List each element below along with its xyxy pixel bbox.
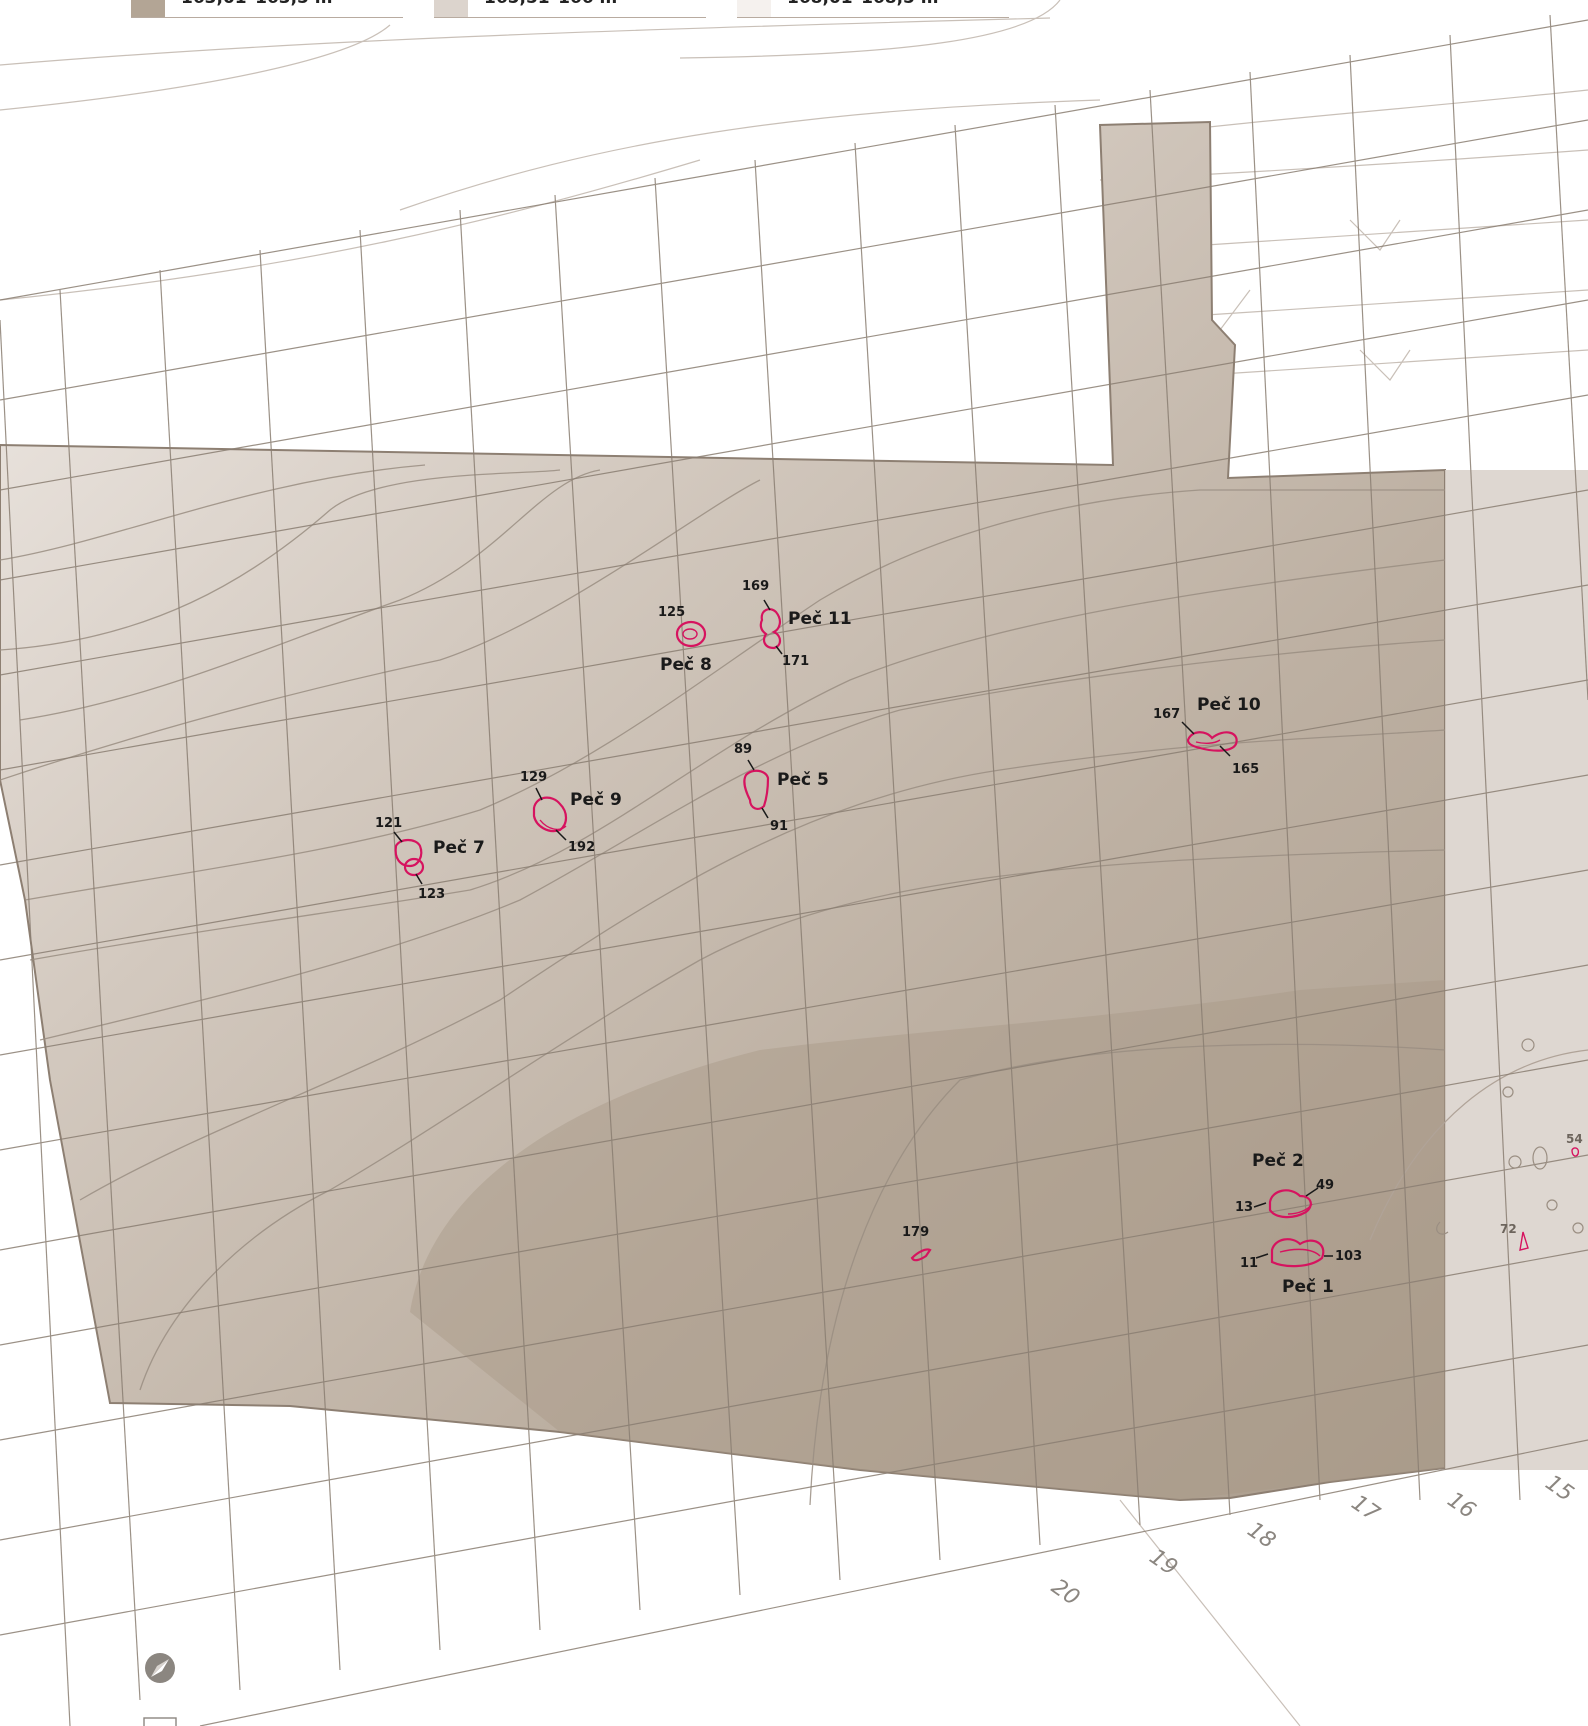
legend-swatch-2 — [434, 0, 468, 18]
legend-item-3: 168,01–168,5 m — [737, 0, 939, 18]
legend-swatch-1 — [131, 0, 165, 18]
pec-9-num-192: 192 — [568, 840, 595, 855]
pec-2-num-49: 49 — [1316, 1178, 1334, 1193]
strip-contour — [1369, 1049, 1588, 1241]
legend-rule-3 — [737, 17, 1009, 18]
depression-zone — [410, 980, 1445, 1500]
legend-label-1: 163,01–163,5 m — [181, 0, 333, 8]
pec-1-outline — [1270, 1238, 1325, 1268]
leader-lines — [393, 599, 1333, 1259]
pec-7-num-123: 123 — [418, 887, 445, 902]
north-arrow-icon — [145, 1653, 175, 1683]
pec-10-num-165: 165 — [1232, 762, 1259, 777]
feature-outlines — [394, 608, 1580, 1268]
pec-2-outline — [1268, 1189, 1312, 1219]
axis-label-18: 18 — [1243, 1517, 1280, 1554]
legend-label-2: 165,51–166 m — [484, 0, 617, 8]
pec-8-num-125: 125 — [658, 605, 685, 620]
pec-10-num-167: 167 — [1153, 707, 1180, 722]
scale-box-icon — [143, 1717, 177, 1726]
pec-5-label: Peč 5 — [777, 770, 829, 790]
legend-rule-1 — [131, 17, 403, 18]
survey-grid — [0, 14, 1588, 1726]
feature-54-label: 54 — [1566, 1132, 1583, 1146]
axis-label-15: 15 — [1541, 1470, 1578, 1507]
inner-contours — [0, 464, 1446, 1506]
minor-features — [1436, 1038, 1584, 1235]
pec-11-num-171: 171 — [782, 654, 809, 669]
excavated-area — [0, 120, 1446, 1502]
pec-1-label: Peč 1 — [1282, 1277, 1334, 1297]
legend-swatch-3 — [737, 0, 771, 18]
pec-11-num-169: 169 — [742, 579, 769, 594]
feature-179-outline — [910, 1248, 932, 1262]
legend-item-1: 163,01–163,5 m — [131, 0, 333, 18]
pec-11-label: Peč 11 — [788, 609, 852, 629]
pec-1-num-103: 103 — [1335, 1249, 1362, 1264]
pec-9-label: Peč 9 — [570, 790, 622, 810]
pec-8-label: Peč 8 — [660, 655, 712, 675]
pec-7-label: Peč 7 — [433, 838, 485, 858]
pec-10-label: Peč 10 — [1197, 695, 1261, 715]
feature-72-label: 72 — [1500, 1222, 1517, 1236]
pec-2-num-13: 13 — [1235, 1200, 1253, 1215]
pec-5-outline — [743, 769, 770, 810]
legend-label-3: 168,01–168,5 m — [787, 0, 939, 8]
pec-2-label: Peč 2 — [1252, 1151, 1304, 1171]
feature-179-label: 179 — [902, 1225, 929, 1240]
axis-label-19: 19 — [1145, 1544, 1182, 1581]
unexcavated-strip — [1445, 470, 1588, 1470]
pec-1-num-11: 11 — [1240, 1256, 1258, 1271]
feature-labels: Peč 1 11 103 Peč 2 13 49 Peč 5 89 91 Peč… — [375, 579, 1583, 1297]
axis-label-16: 16 — [1443, 1487, 1480, 1524]
pec-11-outline — [759, 608, 782, 650]
legend-item-2: 165,51–166 m — [434, 0, 617, 18]
feature-72-outline — [1519, 1231, 1529, 1251]
legend: 163,01–163,5 m 165,51–166 m 168,01–168,5… — [0, 0, 1588, 24]
pec-5-num-91: 91 — [770, 819, 788, 834]
feature-54-outline — [1571, 1147, 1580, 1157]
pec-5-num-89: 89 — [734, 742, 752, 757]
pec-9-num-129: 129 — [520, 770, 547, 785]
axis-label-17: 17 — [1347, 1490, 1384, 1527]
pec-9-outline — [532, 796, 568, 833]
axis-label-20: 20 — [1047, 1574, 1084, 1611]
pec-8-outline — [675, 620, 707, 648]
pec-10-outline — [1186, 731, 1238, 752]
legend-rule-2 — [434, 17, 706, 18]
pec-7-num-121: 121 — [375, 816, 402, 831]
